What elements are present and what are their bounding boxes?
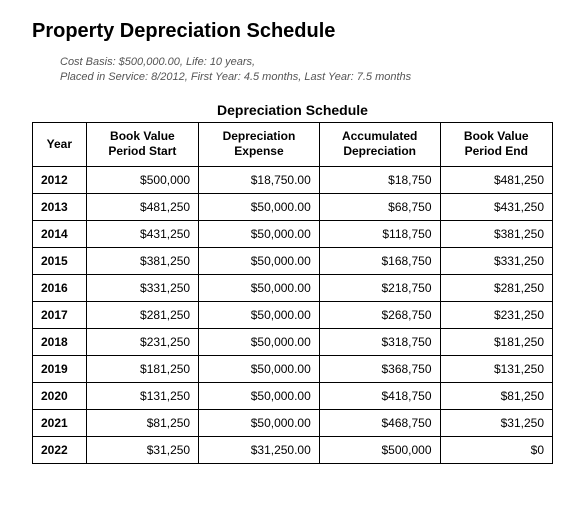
cell-bve: $281,250 bbox=[440, 274, 552, 301]
cell-ad: $368,750 bbox=[319, 355, 440, 382]
subtitle: Cost Basis: $500,000.00, Life: 10 years,… bbox=[60, 55, 553, 86]
cell-de: $50,000.00 bbox=[199, 274, 320, 301]
cell-de: $50,000.00 bbox=[199, 220, 320, 247]
col-ad-l1: Accumulated bbox=[342, 129, 417, 143]
cell-bvs: $500,000 bbox=[86, 166, 198, 193]
cell-ad: $500,000 bbox=[319, 436, 440, 463]
cell-year: 2020 bbox=[33, 382, 87, 409]
table-row: 2020$131,250$50,000.00$418,750$81,250 bbox=[33, 382, 553, 409]
cell-bve: $0 bbox=[440, 436, 552, 463]
col-bvs-l1: Book Value bbox=[110, 129, 175, 143]
cell-year: 2021 bbox=[33, 409, 87, 436]
table-row: 2021$81,250$50,000.00$468,750$31,250 bbox=[33, 409, 553, 436]
subtitle-line1: Cost Basis: $500,000.00, Life: 10 years, bbox=[60, 55, 553, 70]
table-row: 2016$331,250$50,000.00$218,750$281,250 bbox=[33, 274, 553, 301]
cell-de: $50,000.00 bbox=[199, 247, 320, 274]
cell-bvs: $181,250 bbox=[86, 355, 198, 382]
cell-de: $50,000.00 bbox=[199, 409, 320, 436]
cell-bvs: $281,250 bbox=[86, 301, 198, 328]
cell-bve: $231,250 bbox=[440, 301, 552, 328]
table-row: 2022$31,250$31,250.00$500,000$0 bbox=[33, 436, 553, 463]
cell-year: 2019 bbox=[33, 355, 87, 382]
cell-year: 2013 bbox=[33, 193, 87, 220]
cell-bvs: $81,250 bbox=[86, 409, 198, 436]
cell-bvs: $381,250 bbox=[86, 247, 198, 274]
cell-bvs: $231,250 bbox=[86, 328, 198, 355]
subtitle-line2: Placed in Service: 8/2012, First Year: 4… bbox=[60, 70, 553, 85]
col-bve-l2: Period End bbox=[465, 144, 528, 158]
cell-year: 2022 bbox=[33, 436, 87, 463]
page-title: Property Depreciation Schedule bbox=[32, 20, 553, 43]
cell-bvs: $481,250 bbox=[86, 193, 198, 220]
cell-bve: $31,250 bbox=[440, 409, 552, 436]
col-de-l1: Depreciation bbox=[223, 129, 296, 143]
cell-ad: $118,750 bbox=[319, 220, 440, 247]
table-row: 2012$500,000$18,750.00$18,750$481,250 bbox=[33, 166, 553, 193]
cell-bve: $181,250 bbox=[440, 328, 552, 355]
cell-de: $50,000.00 bbox=[199, 328, 320, 355]
cell-de: $50,000.00 bbox=[199, 193, 320, 220]
cell-ad: $418,750 bbox=[319, 382, 440, 409]
cell-de: $18,750.00 bbox=[199, 166, 320, 193]
col-bve-l1: Book Value bbox=[464, 129, 529, 143]
cell-ad: $18,750 bbox=[319, 166, 440, 193]
table-header-row: Year Book Value Period Start Depreciatio… bbox=[33, 122, 553, 166]
cell-bvs: $431,250 bbox=[86, 220, 198, 247]
cell-bvs: $131,250 bbox=[86, 382, 198, 409]
cell-de: $50,000.00 bbox=[199, 355, 320, 382]
depreciation-table: Year Book Value Period Start Depreciatio… bbox=[32, 122, 553, 464]
cell-year: 2015 bbox=[33, 247, 87, 274]
col-bvs: Book Value Period Start bbox=[86, 122, 198, 166]
cell-ad: $68,750 bbox=[319, 193, 440, 220]
cell-year: 2018 bbox=[33, 328, 87, 355]
table-row: 2017$281,250$50,000.00$268,750$231,250 bbox=[33, 301, 553, 328]
col-bvs-l2: Period Start bbox=[108, 144, 176, 158]
cell-de: $50,000.00 bbox=[199, 301, 320, 328]
table-title: Depreciation Schedule bbox=[32, 102, 553, 118]
cell-bve: $431,250 bbox=[440, 193, 552, 220]
cell-bve: $131,250 bbox=[440, 355, 552, 382]
table-body: 2012$500,000$18,750.00$18,750$481,250201… bbox=[33, 166, 553, 463]
cell-ad: $318,750 bbox=[319, 328, 440, 355]
cell-ad: $168,750 bbox=[319, 247, 440, 274]
table-row: 2019$181,250$50,000.00$368,750$131,250 bbox=[33, 355, 553, 382]
col-bve: Book Value Period End bbox=[440, 122, 552, 166]
col-de-l2: Expense bbox=[234, 144, 283, 158]
table-row: 2013$481,250$50,000.00$68,750$431,250 bbox=[33, 193, 553, 220]
col-ad: Accumulated Depreciation bbox=[319, 122, 440, 166]
col-de: Depreciation Expense bbox=[199, 122, 320, 166]
cell-bve: $331,250 bbox=[440, 247, 552, 274]
cell-year: 2017 bbox=[33, 301, 87, 328]
cell-bve: $481,250 bbox=[440, 166, 552, 193]
table-row: 2015$381,250$50,000.00$168,750$331,250 bbox=[33, 247, 553, 274]
cell-bve: $381,250 bbox=[440, 220, 552, 247]
table-row: 2014$431,250$50,000.00$118,750$381,250 bbox=[33, 220, 553, 247]
cell-de: $31,250.00 bbox=[199, 436, 320, 463]
cell-ad: $468,750 bbox=[319, 409, 440, 436]
table-row: 2018$231,250$50,000.00$318,750$181,250 bbox=[33, 328, 553, 355]
cell-ad: $268,750 bbox=[319, 301, 440, 328]
cell-year: 2012 bbox=[33, 166, 87, 193]
col-ad-l2: Depreciation bbox=[343, 144, 416, 158]
col-year: Year bbox=[33, 122, 87, 166]
cell-year: 2014 bbox=[33, 220, 87, 247]
cell-de: $50,000.00 bbox=[199, 382, 320, 409]
cell-year: 2016 bbox=[33, 274, 87, 301]
cell-ad: $218,750 bbox=[319, 274, 440, 301]
cell-bvs: $31,250 bbox=[86, 436, 198, 463]
cell-bve: $81,250 bbox=[440, 382, 552, 409]
cell-bvs: $331,250 bbox=[86, 274, 198, 301]
